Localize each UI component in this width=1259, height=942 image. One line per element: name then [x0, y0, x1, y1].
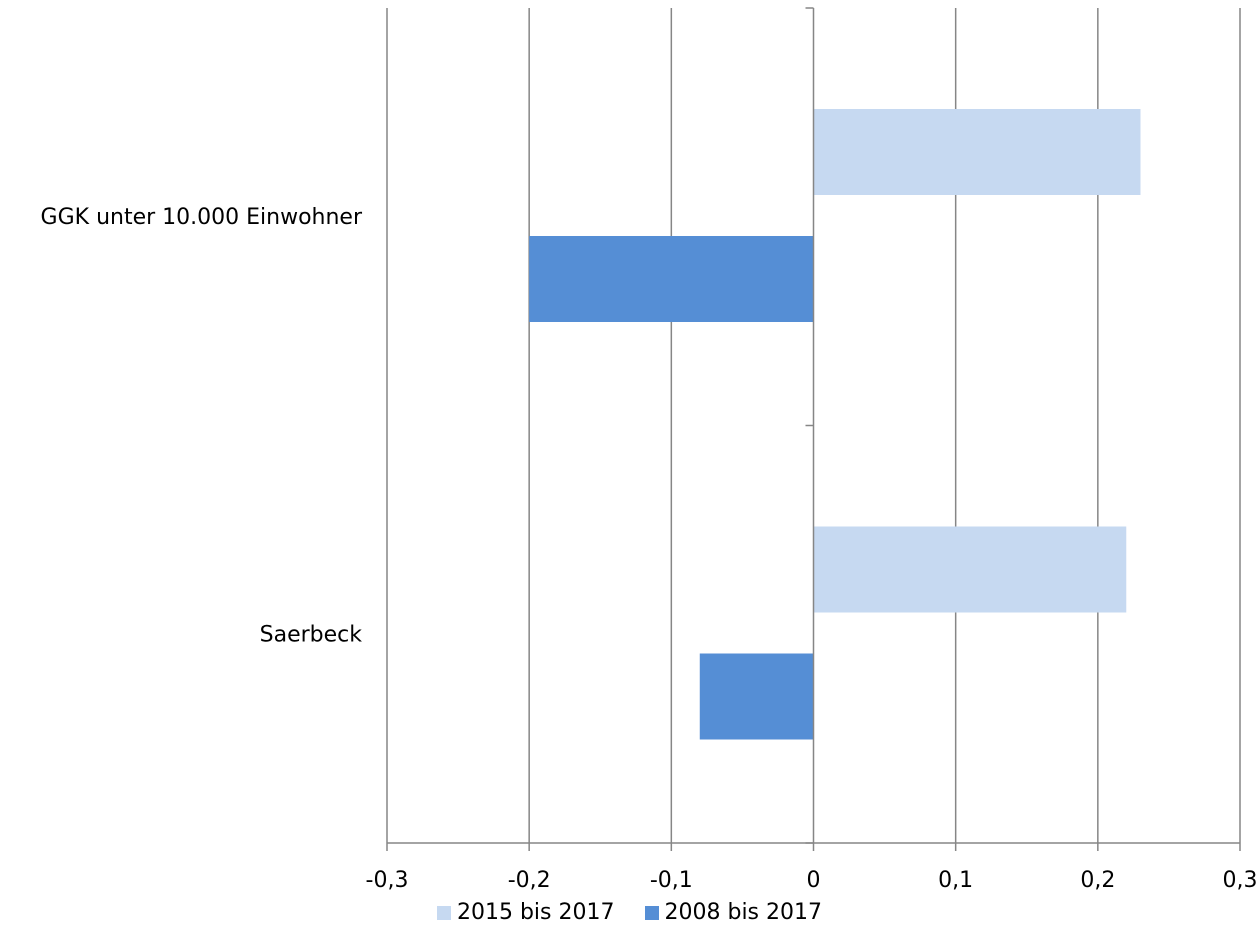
category-labels: GGK unter 10.000 Einwohner Saerbeck — [41, 205, 363, 648]
bars — [529, 109, 1141, 740]
legend-item-series-2: 2008 bis 2017 — [644, 900, 823, 925]
axes — [386, 7, 1241, 851]
legend-label: 2015 bis 2017 — [456, 900, 615, 925]
x-tick-label: -0,3 — [366, 868, 409, 893]
legend-swatch — [436, 905, 451, 920]
x-tick-label: -0,2 — [508, 868, 551, 893]
x-tick-label: 0,3 — [1223, 868, 1258, 893]
x-tick-labels: -0,3 -0,2 -0,1 0 0,1 0,2 0,3 — [366, 868, 1258, 893]
category-label: Saerbeck — [260, 623, 363, 648]
x-tick-label: 0,2 — [1080, 868, 1115, 893]
bar-series-2 — [529, 236, 814, 322]
legend-swatch — [644, 905, 659, 920]
legend-label: 2008 bis 2017 — [664, 900, 823, 925]
x-tick-label: 0,1 — [938, 868, 973, 893]
legend: 2015 bis 2017 2008 bis 2017 — [0, 900, 1259, 925]
legend-item-series-1: 2015 bis 2017 — [436, 900, 615, 925]
x-tick-label: -0,1 — [650, 868, 693, 893]
bar-series-1 — [813, 109, 1141, 195]
bar-series-1 — [813, 526, 1127, 613]
x-tick-label: 0 — [807, 868, 821, 893]
category-label: GGK unter 10.000 Einwohner — [41, 205, 363, 230]
bar-series-2 — [699, 653, 814, 740]
